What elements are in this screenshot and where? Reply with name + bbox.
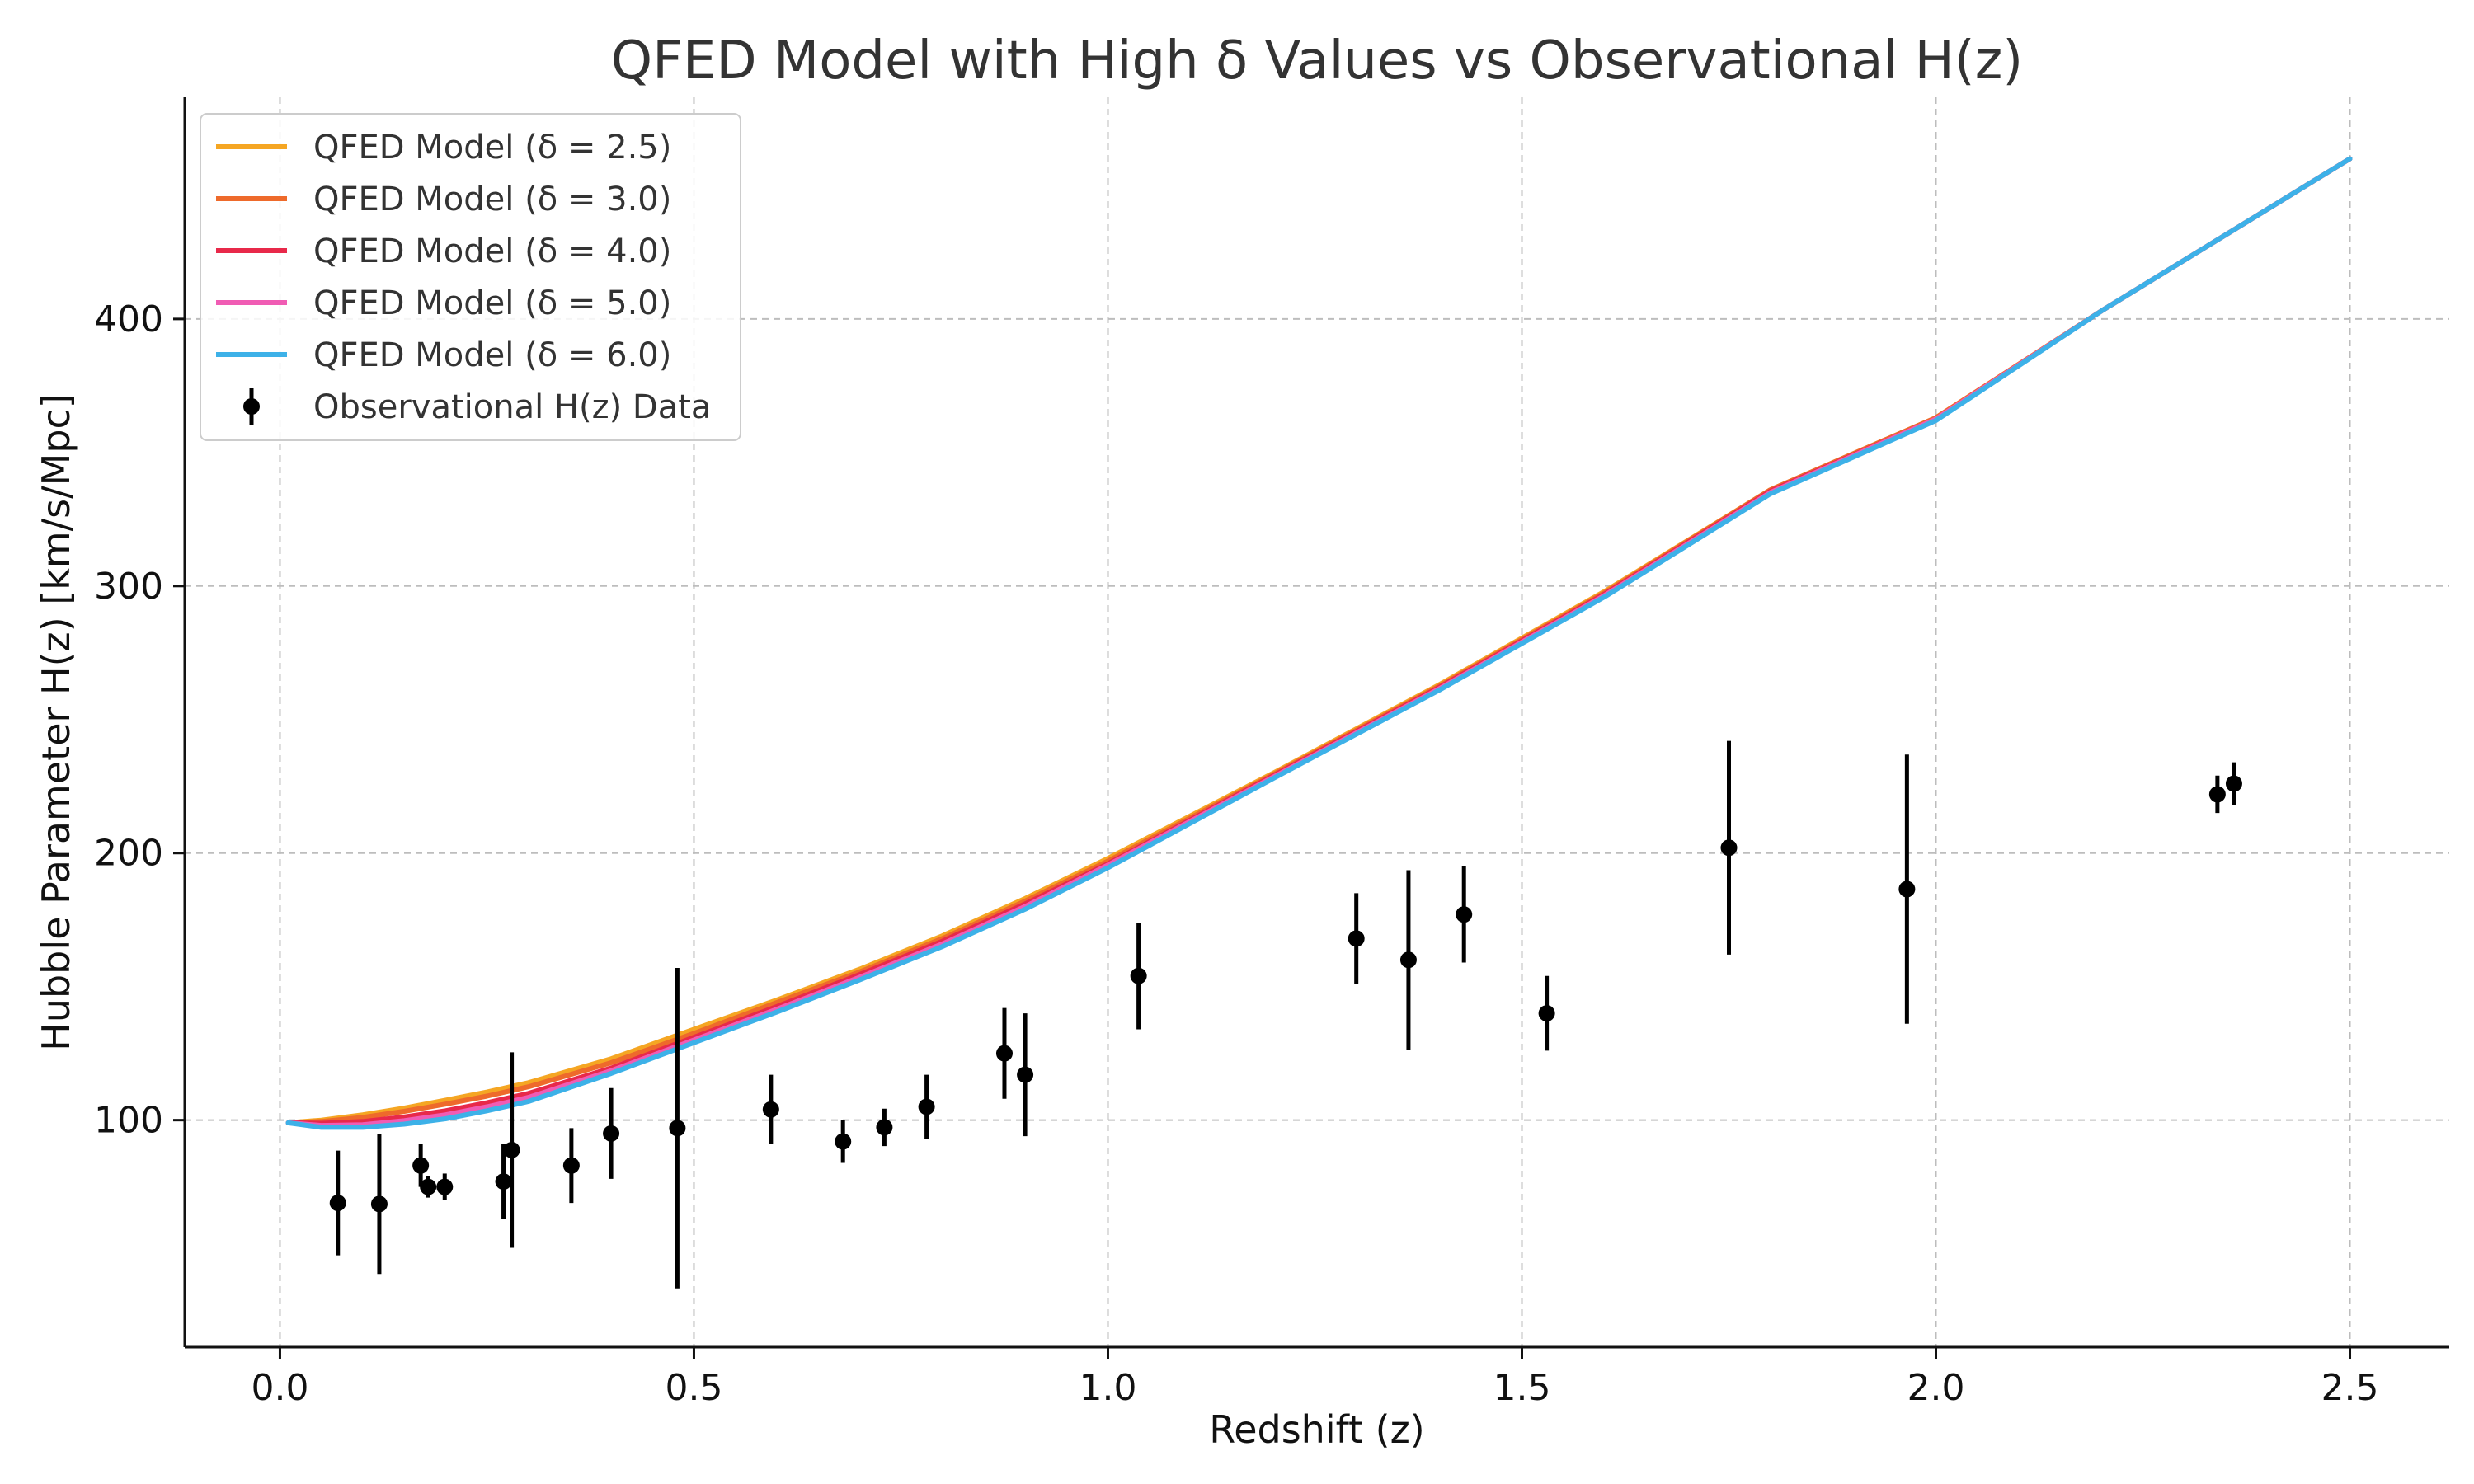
data-point	[412, 1157, 430, 1174]
data-point	[370, 1195, 388, 1213]
legend-label-4: QFED Model (δ = 5.0)	[313, 284, 671, 322]
data-point	[1348, 930, 1365, 947]
legend-label-observations: Observational H(z) Data	[313, 388, 711, 426]
data-point	[1538, 1005, 1555, 1022]
data-point	[436, 1178, 454, 1195]
legend-swatch-point	[243, 398, 260, 415]
x-tick-label: 2.0	[1907, 1367, 1965, 1409]
ticks: 0.0 0.5 1.0 1.5 2.0 2.5 100 200 300 400	[94, 298, 2378, 1409]
data-point	[562, 1157, 580, 1174]
x-tick-label: 0.0	[251, 1367, 308, 1409]
series-line-5	[285, 156, 2353, 1130]
data-point	[835, 1133, 852, 1150]
y-axis-label: Hubble Parameter H(z) [km/s/Mpc]	[34, 393, 78, 1051]
data-point	[1399, 951, 1417, 969]
data-point	[669, 1120, 686, 1137]
x-tick-label: 2.5	[2321, 1367, 2379, 1409]
legend-label-2: QFED Model (δ = 3.0)	[313, 181, 671, 218]
data-point	[1130, 967, 1147, 984]
data-point	[876, 1119, 893, 1136]
axes	[183, 97, 2449, 1349]
legend-label-3: QFED Model (δ = 4.0)	[313, 232, 671, 270]
series-lines	[285, 156, 2353, 1130]
data-point	[1720, 839, 1738, 857]
legend: QFED Model (δ = 2.5) QFED Model (δ = 3.0)…	[200, 113, 741, 441]
data-point	[2225, 775, 2242, 792]
y-tick-label: 300	[94, 566, 163, 608]
legend-label-5: QFED Model (δ = 6.0)	[313, 336, 671, 374]
x-tick-label: 1.5	[1493, 1367, 1551, 1409]
data-point	[995, 1045, 1013, 1062]
data-point	[1017, 1066, 1034, 1083]
data-point	[1898, 881, 1916, 898]
x-tick-label: 1.0	[1079, 1367, 1136, 1409]
data-point	[762, 1101, 779, 1118]
data-point	[1456, 906, 1473, 923]
x-tick-label: 0.5	[665, 1367, 722, 1409]
x-axis-label: Redshift (z)	[1209, 1407, 1424, 1452]
data-point	[503, 1141, 520, 1158]
y-tick-label: 100	[94, 1100, 163, 1142]
legend-label-1: QFED Model (δ = 2.5)	[313, 129, 671, 167]
data-point	[495, 1173, 512, 1190]
data-point	[603, 1125, 620, 1142]
observation-points	[329, 740, 2242, 1289]
data-point	[420, 1178, 437, 1195]
data-point	[329, 1195, 346, 1212]
y-tick-label: 400	[94, 298, 163, 340]
data-point	[2208, 786, 2226, 803]
data-point	[918, 1098, 935, 1115]
legend-box	[200, 113, 741, 441]
chart-title: QFED Model with High δ Values vs Observa…	[611, 31, 2024, 92]
y-tick-label: 200	[94, 833, 163, 875]
